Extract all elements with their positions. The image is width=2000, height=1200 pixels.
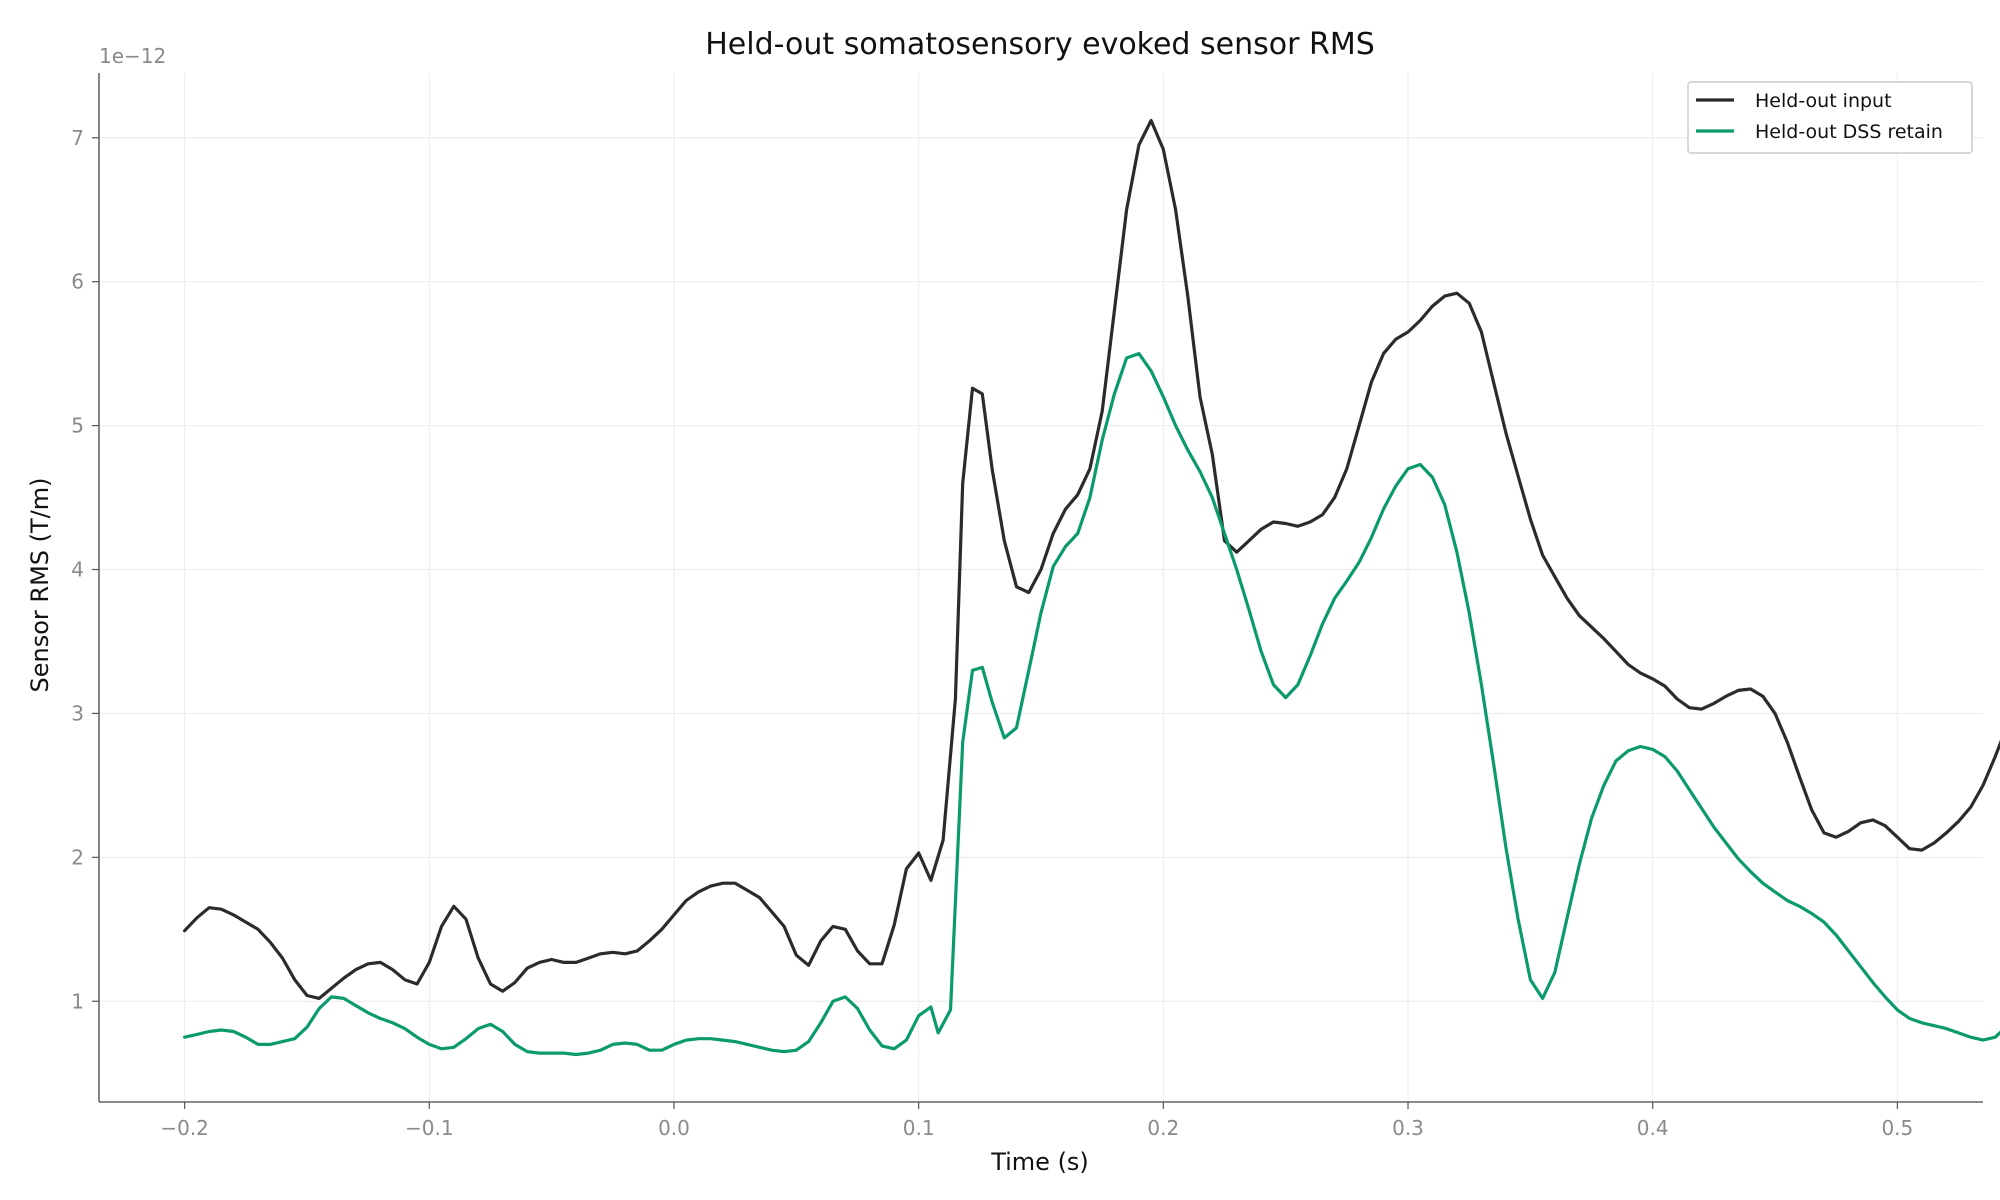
chart-title: Held-out somatosensory evoked sensor RMS <box>705 27 1375 62</box>
x-tick-label: 0.1 <box>903 1116 935 1140</box>
x-tick-label: 0.4 <box>1637 1116 1669 1140</box>
y-tick-label: 4 <box>71 558 84 582</box>
legend-label-0: Held-out input <box>1755 90 1892 112</box>
grid <box>99 73 1983 1102</box>
y-tick-label: 5 <box>71 414 84 438</box>
legend-box <box>1687 81 1973 154</box>
y-offset-label: 1e−12 <box>99 44 166 68</box>
x-tick-label: 0.2 <box>1147 1116 1179 1140</box>
x-tick-label: −0.2 <box>160 1116 209 1140</box>
y-axis-label: Sensor RMS (T/m) <box>26 478 54 693</box>
y-ticks: 1 2 3 4 5 6 7 <box>71 126 99 1013</box>
series-layer <box>183 118 2000 1057</box>
y-tick-label: 6 <box>71 270 84 294</box>
legend: Held-out input Held-out DSS retain <box>1687 81 1973 154</box>
x-axis-label: Time (s) <box>990 1148 1089 1176</box>
x-tick-label: −0.1 <box>405 1116 454 1140</box>
x-tick-label: 0.0 <box>658 1116 690 1140</box>
series-line-0 <box>183 118 2000 1000</box>
x-ticks: −0.2 −0.1 0.0 0.1 0.2 0.3 0.4 0.5 <box>160 1102 1913 1140</box>
x-tick-label: 0.5 <box>1881 1116 1913 1140</box>
axes <box>98 73 1983 1103</box>
legend-label-1: Held-out DSS retain <box>1755 121 1943 143</box>
y-tick-label: 3 <box>71 701 84 725</box>
y-tick-label: 2 <box>71 845 84 869</box>
y-tick-label: 1 <box>71 989 84 1013</box>
series-line-1 <box>183 352 2000 1057</box>
x-tick-label: 0.3 <box>1392 1116 1424 1140</box>
y-tick-label: 7 <box>71 126 84 150</box>
